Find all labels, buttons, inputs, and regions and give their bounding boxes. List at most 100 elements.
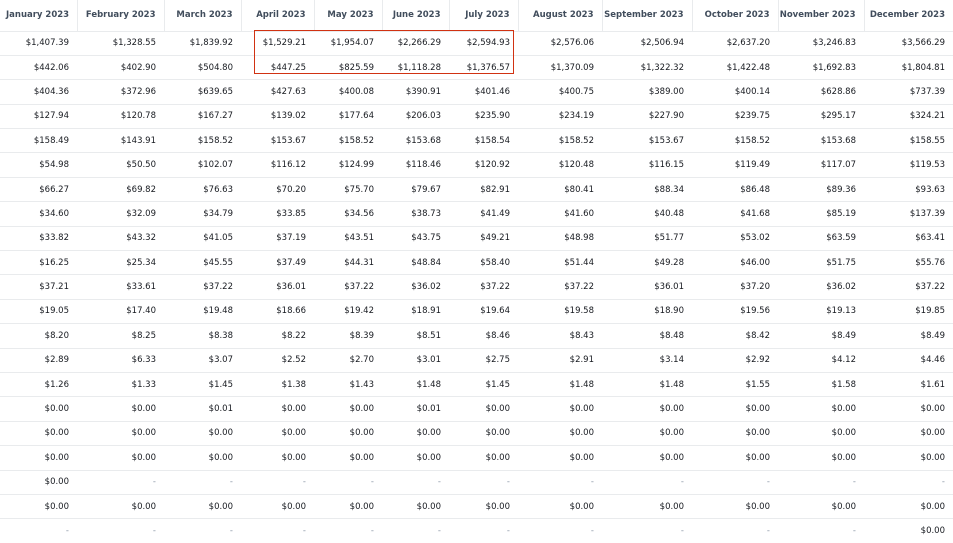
cost-cell: $2.92 xyxy=(692,348,778,373)
cost-cell: $1.55 xyxy=(692,372,778,398)
cost-cell: $0.00 xyxy=(449,421,518,447)
column-header[interactable]: October 2023 xyxy=(691,0,778,32)
cost-cell: $2,594.93 xyxy=(449,31,518,56)
cost-cell: $8.42 xyxy=(692,323,778,349)
cost-cell: - xyxy=(370,526,374,537)
cost-cell: $41.68 xyxy=(692,201,778,227)
cost-cell: $404.36 xyxy=(0,79,77,105)
cost-cell: $0.00 xyxy=(77,421,164,447)
cost-cell: $8.25 xyxy=(77,323,164,349)
cost-cell: $8.48 xyxy=(602,323,692,349)
cost-cell: $1.61 xyxy=(864,372,953,398)
cost-cell: $0.00 xyxy=(602,445,692,471)
cost-cell: $1,954.07 xyxy=(314,31,382,56)
column-header[interactable]: June 2023 xyxy=(381,0,449,32)
cost-cell: $38.73 xyxy=(382,201,449,227)
cost-cell: - xyxy=(864,470,953,495)
column-header[interactable]: December 2023 xyxy=(863,0,953,32)
cost-cell: $19.42 xyxy=(314,299,382,325)
cost-cell: $2.91 xyxy=(518,348,602,373)
cost-cell: - xyxy=(65,526,69,537)
cost-cell: $36.01 xyxy=(241,274,314,300)
cost-cell: $1.45 xyxy=(449,372,518,398)
column-header[interactable]: January 2023 xyxy=(0,0,77,32)
cost-cell: $33.82 xyxy=(0,226,77,252)
cost-cell: $18.91 xyxy=(382,299,449,325)
column-header[interactable]: July 2023 xyxy=(448,0,518,32)
cost-cell: $89.36 xyxy=(778,177,864,203)
cost-cell: $0.00 xyxy=(449,494,518,520)
cost-cell: $55.76 xyxy=(864,250,953,276)
cost-cell: $1.33 xyxy=(77,372,164,398)
table-row: $2.89 $6.33 $3.07 $2.52 $2.70 $3.01 $2.75 $2.91… xyxy=(0,348,953,373)
column-header[interactable]: February 2023 xyxy=(76,0,164,32)
cost-cell: $0.00 xyxy=(77,494,164,520)
column-header[interactable]: May 2023 xyxy=(313,0,382,32)
cost-cell: $43.75 xyxy=(382,226,449,252)
cost-cell: $0.00 xyxy=(692,445,778,471)
cost-cell: $0.00 xyxy=(778,445,864,471)
cost-cell: $402.90 xyxy=(77,55,164,81)
cost-cell: $34.56 xyxy=(314,201,382,227)
column-header[interactable]: March 2023 xyxy=(163,0,241,32)
cost-cell: $504.80 xyxy=(164,55,241,81)
cost-cell: $3.07 xyxy=(164,348,241,373)
cost-cell: $2,576.06 xyxy=(518,31,602,56)
column-header[interactable]: November 2023 xyxy=(777,0,864,32)
cost-cell: - xyxy=(241,470,314,495)
cost-cell: $8.22 xyxy=(241,323,314,349)
cost-cell: $0.00 xyxy=(602,396,692,422)
cost-cell: $85.19 xyxy=(778,201,864,227)
table-row: $0.00 $0.00 $0.00 $0.00 $0.00 $0.00 $0.00 $0.00… xyxy=(0,445,953,471)
cost-cell: $53.02 xyxy=(692,226,778,252)
cost-cell: - xyxy=(229,526,233,537)
cost-cell: $153.67 xyxy=(241,128,314,154)
cost-cell: $79.67 xyxy=(382,177,449,203)
cost-cell: $119.49 xyxy=(692,152,778,178)
cost-cell: $40.48 xyxy=(602,201,692,227)
cost-cell: $37.22 xyxy=(518,274,602,300)
table-row: $0.00 $0.00 $0.00 $0.00 $0.00 $0.00 $0.00 $0.00… xyxy=(0,421,953,447)
cost-cell: $17.40 xyxy=(77,299,164,325)
cost-cell: $1,370.09 xyxy=(518,55,602,81)
table-row: $0.00 $0.00 $0.01 $0.00 $0.00 $0.01 $0.00 $0.00… xyxy=(0,396,953,422)
table-row: $8.20 $8.25 $8.38 $8.22 $8.39 $8.51 $8.46 $8.43… xyxy=(0,323,953,349)
cost-cell: $120.48 xyxy=(518,152,602,178)
cost-cell: - xyxy=(518,470,602,495)
cost-cell: $0.00 xyxy=(518,396,602,422)
cost-cell: $18.90 xyxy=(602,299,692,325)
cost-cell: $37.19 xyxy=(241,226,314,252)
table-row: $37.21 $33.61 $37.22 $36.01 $37.22 $36.02 $37.… xyxy=(0,274,953,300)
cost-cell: $0.00 xyxy=(314,494,382,520)
cost-cell: $33.61 xyxy=(77,274,164,300)
cost-cell: $2.75 xyxy=(449,348,518,373)
cost-cell: $0.00 xyxy=(382,494,449,520)
cost-cell: $401.46 xyxy=(449,79,518,105)
cost-cell: $41.60 xyxy=(518,201,602,227)
cost-cell: $41.49 xyxy=(449,201,518,227)
cost-cell: $153.68 xyxy=(382,128,449,154)
cost-cell: $0.00 xyxy=(692,421,778,447)
column-header[interactable]: August 2023 xyxy=(517,0,602,32)
column-header[interactable]: April 2023 xyxy=(240,0,314,32)
cost-cell: $1,407.39 xyxy=(0,31,77,56)
cost-cell: $16.25 xyxy=(0,250,77,276)
cost-cell: - xyxy=(506,526,510,537)
cost-cell: $400.75 xyxy=(518,79,602,105)
cost-cell: $8.49 xyxy=(778,323,864,349)
cost-cell: $628.86 xyxy=(778,79,864,105)
table-row: $1,407.39 $1,328.55 $1,839.92 $1,529.21 $1,9… xyxy=(0,31,953,56)
cost-cell: $442.06 xyxy=(0,55,77,81)
cost-cell: $1.48 xyxy=(382,372,449,398)
cost-cell: $4.46 xyxy=(864,348,953,373)
cost-cell: $400.14 xyxy=(692,79,778,105)
cost-cell: $0.00 xyxy=(0,470,77,495)
cost-cell: $43.32 xyxy=(77,226,164,252)
cost-cell: $206.03 xyxy=(382,104,449,130)
cost-cell: $48.98 xyxy=(518,226,602,252)
cost-cell: $19.13 xyxy=(778,299,864,325)
cost-cell: - xyxy=(852,526,856,537)
table-row: $19.05 $17.40 $19.48 $18.66 $19.42 $18.91 $19.… xyxy=(0,299,953,325)
column-header[interactable]: September 2023 xyxy=(601,0,692,32)
cost-cell: $2,637.20 xyxy=(692,31,778,56)
